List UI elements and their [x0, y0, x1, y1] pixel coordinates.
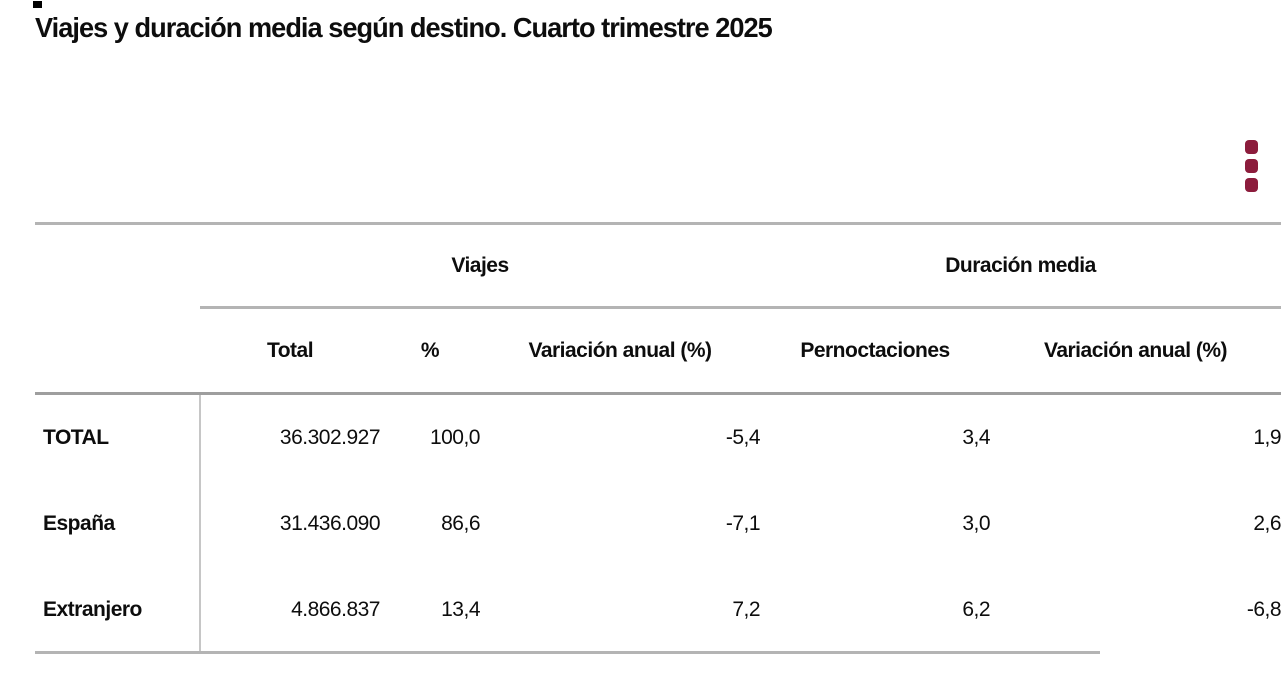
cell-total-pernoctaciones: 3,4 [962, 426, 991, 449]
col-header-pct: % [380, 307, 480, 395]
row-label-extranjero: Extranjero [43, 598, 142, 621]
table-row-espana: España 31.436.090 86,6 -7,1 3,0 2,6 [35, 481, 1281, 567]
column-header-row: Total % Variación anual (%) Pernoctacion… [35, 307, 1281, 395]
col-header-pernoctaciones: Pernoctaciones [760, 307, 991, 395]
kebab-menu-button[interactable] [1241, 138, 1262, 194]
table-row-total: TOTAL 36.302.927 100,0 -5,4 3,4 1,9 [35, 393, 1281, 481]
column-group-row: Viajes Duración media [35, 222, 1281, 309]
column-group-duracion-media: Duración media [760, 222, 1281, 309]
crop-artifact-mark [33, 1, 42, 8]
cell-extranjero-viajes-total: 4.866.837 [199, 567, 380, 653]
cell-espana-viajes-total: 31.436.090 [199, 481, 380, 567]
cell-espana-pernoctaciones: 3,0 [962, 512, 991, 535]
kebab-dot-icon [1245, 140, 1258, 154]
table-row-extranjero: Extranjero 4.866.837 13,4 7,2 6,2 -6,8 [35, 567, 1281, 653]
col-header-total: Total [200, 307, 380, 395]
column-group-viajes: Viajes [200, 222, 761, 309]
row-label-espana: España [43, 512, 115, 535]
corner-cell [35, 222, 200, 308]
corner-cell [35, 307, 200, 395]
data-table: Viajes Duración media Total % Variación … [35, 222, 1281, 653]
kebab-dot-icon [1245, 178, 1258, 192]
row-label-total: TOTAL [43, 426, 109, 449]
cell-extranjero-pernoctaciones: 6,2 [962, 598, 991, 621]
col-header-variacion-anual: Variación anual (%) [480, 307, 761, 395]
cell-espana-variacion: -7,1 [725, 512, 761, 535]
cell-total-variacion-2: 1,9 [1253, 426, 1281, 449]
cell-espana-variacion-2: 2,6 [1253, 512, 1281, 535]
cell-espana-pct: 86,6 [441, 512, 480, 535]
cell-extranjero-variacion-2: -6,8 [1246, 598, 1281, 621]
cell-total-variacion: -5,4 [725, 426, 761, 449]
cell-extranjero-pct: 13,4 [441, 598, 480, 621]
table-bottom-border [35, 651, 1100, 654]
cell-total-pct: 100,0 [429, 426, 480, 449]
cell-extranjero-variacion: 7,2 [732, 598, 761, 621]
kebab-dot-icon [1245, 159, 1258, 173]
col-header-variacion-anual-2: Variación anual (%) [990, 307, 1281, 395]
page-title: Viajes y duración media según destino. C… [35, 12, 773, 43]
cell-total-viajes-total: 36.302.927 [199, 393, 380, 481]
